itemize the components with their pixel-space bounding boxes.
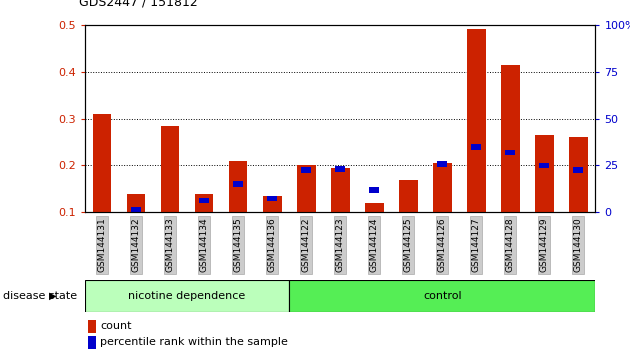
- Bar: [335, 166, 345, 172]
- Bar: [88, 320, 96, 333]
- Bar: [229, 161, 248, 259]
- Bar: [437, 161, 447, 167]
- Text: GSM144124: GSM144124: [370, 217, 379, 272]
- Bar: [501, 65, 520, 259]
- Bar: [199, 198, 209, 204]
- Bar: [289, 280, 595, 312]
- Bar: [263, 196, 282, 259]
- Text: GSM144131: GSM144131: [98, 217, 106, 272]
- Text: GSM144135: GSM144135: [234, 217, 243, 272]
- Text: GSM144125: GSM144125: [404, 217, 413, 272]
- Bar: [539, 163, 549, 168]
- Text: GSM144136: GSM144136: [268, 217, 277, 272]
- Text: GSM144130: GSM144130: [574, 217, 583, 272]
- Text: nicotine dependence: nicotine dependence: [129, 291, 246, 301]
- Text: control: control: [423, 291, 462, 301]
- Bar: [399, 179, 418, 259]
- Text: GSM144129: GSM144129: [540, 217, 549, 272]
- Bar: [433, 163, 452, 259]
- Text: percentile rank within the sample: percentile rank within the sample: [100, 337, 289, 347]
- Bar: [471, 144, 481, 149]
- Text: GSM144132: GSM144132: [132, 217, 140, 272]
- Bar: [535, 135, 554, 259]
- Bar: [573, 167, 583, 173]
- Bar: [93, 114, 112, 259]
- Text: count: count: [100, 321, 132, 331]
- Text: GSM144127: GSM144127: [472, 217, 481, 272]
- Bar: [331, 168, 350, 259]
- Bar: [365, 203, 384, 259]
- Text: disease state: disease state: [3, 291, 77, 301]
- Text: GSM144123: GSM144123: [336, 217, 345, 272]
- Bar: [467, 29, 486, 259]
- Bar: [301, 167, 311, 173]
- Text: GSM144122: GSM144122: [302, 217, 311, 272]
- Text: ▶: ▶: [49, 291, 56, 301]
- Bar: [297, 165, 316, 259]
- Bar: [267, 195, 277, 201]
- Bar: [369, 187, 379, 193]
- Text: GSM144133: GSM144133: [166, 217, 175, 272]
- Bar: [505, 149, 515, 155]
- Bar: [161, 126, 180, 259]
- Bar: [195, 194, 214, 259]
- Text: GDS2447 / 151812: GDS2447 / 151812: [79, 0, 197, 9]
- Bar: [569, 137, 588, 259]
- Bar: [233, 182, 243, 187]
- Bar: [131, 207, 141, 213]
- Bar: [88, 336, 96, 349]
- Text: GSM144134: GSM144134: [200, 217, 209, 272]
- Bar: [127, 194, 146, 259]
- Bar: [85, 280, 289, 312]
- Text: GSM144126: GSM144126: [438, 217, 447, 272]
- Text: GSM144128: GSM144128: [506, 217, 515, 272]
